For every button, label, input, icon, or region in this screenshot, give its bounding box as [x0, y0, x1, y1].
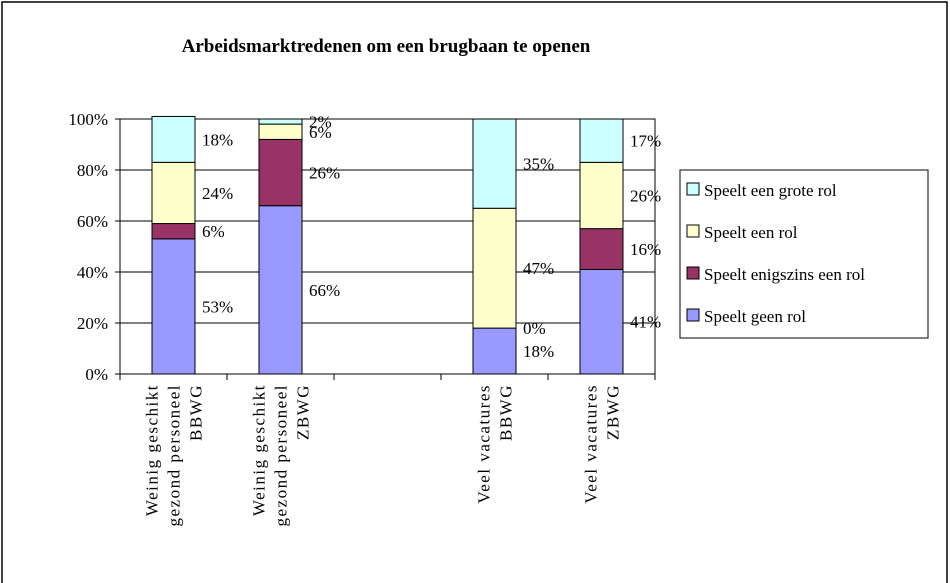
bar-segment [472, 207, 517, 329]
data-label: 16% [630, 240, 661, 259]
bar-segment [151, 223, 196, 240]
legend-label: Speelt enigszins een rol [704, 265, 865, 284]
x-tick-label: BBWG [187, 384, 206, 441]
y-tick-label: 80% [77, 161, 108, 180]
x-tick-label: Veel vacatures [582, 384, 601, 504]
data-label: 6% [202, 222, 225, 241]
bar-segment [579, 118, 624, 163]
bar-segment [258, 118, 303, 125]
data-label: 2% [309, 113, 332, 132]
chart-title: Arbeidsmarktredenen om een brugbaan te o… [182, 36, 591, 57]
legend-swatch [686, 266, 700, 280]
x-tick-label: ZBWG [294, 384, 313, 440]
x-tick-label: gezond personeel [165, 384, 184, 526]
data-label: 26% [630, 187, 661, 206]
data-label: 47% [523, 259, 554, 278]
x-tick-label: BBWG [497, 384, 516, 441]
bar-segment [579, 268, 624, 375]
y-tick-label: 0% [85, 365, 108, 384]
data-label: 17% [630, 132, 661, 151]
bar-segment [258, 138, 303, 207]
data-label: 24% [202, 184, 233, 203]
x-tick-label: Weinig geschikt [143, 384, 162, 516]
data-label: 66% [309, 281, 340, 300]
data-label: 26% [309, 164, 340, 183]
legend-swatch [686, 224, 700, 238]
legend-swatch [686, 308, 700, 322]
legend-label: Speelt geen rol [704, 307, 806, 326]
y-tick-label: 20% [77, 314, 108, 333]
x-tick-label: Weinig geschikt [250, 384, 269, 516]
bar-segment [579, 161, 624, 230]
legend-label: Speelt een grote rol [704, 181, 837, 200]
plot-border [119, 118, 656, 375]
bar-segment [258, 123, 303, 140]
y-tick-label: 40% [77, 263, 108, 282]
data-label: 6% [309, 123, 332, 142]
bar-segment [472, 118, 517, 209]
x-tick-label: Veel vacatures [475, 384, 494, 504]
bar-segment [258, 205, 303, 375]
data-label: 18% [202, 130, 233, 149]
bar-segment [151, 238, 196, 375]
bar-segment [472, 327, 517, 375]
legend-box [679, 169, 929, 339]
data-label: 41% [630, 313, 661, 332]
legend-swatch [686, 182, 700, 196]
bar-segment [151, 115, 196, 163]
x-tick-label: gezond personeel [272, 384, 291, 526]
bar-segment [579, 228, 624, 270]
y-tick-label: 100% [68, 110, 108, 129]
x-tick-label: ZBWG [604, 384, 623, 440]
data-label: 35% [523, 155, 554, 174]
bar-segment [151, 161, 196, 225]
data-label: 53% [202, 297, 233, 316]
legend-label: Speelt een rol [704, 223, 798, 242]
data-label: 0% [523, 319, 546, 338]
data-label: 18% [523, 342, 554, 361]
y-tick-label: 60% [77, 212, 108, 231]
